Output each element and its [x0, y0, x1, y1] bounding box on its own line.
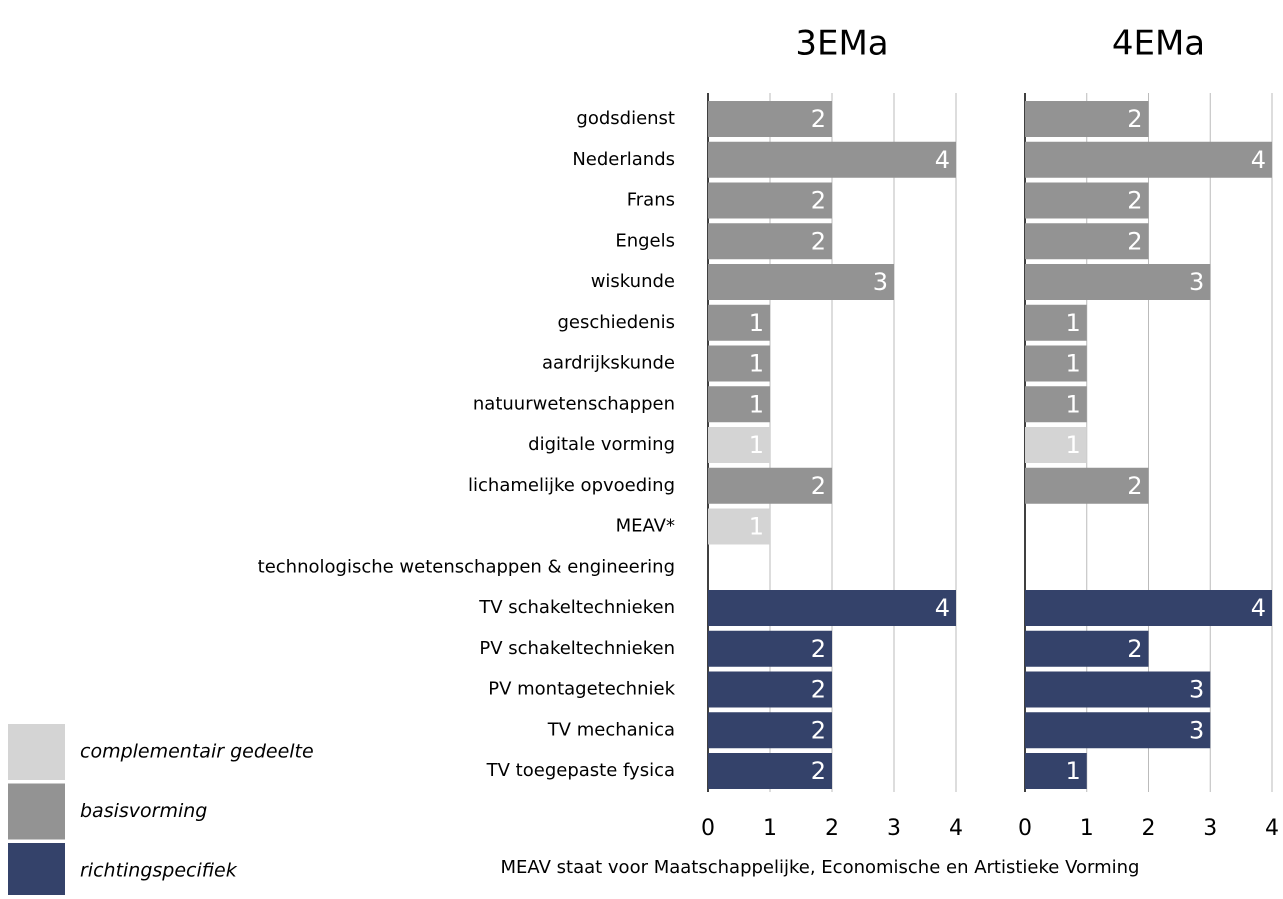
category-label: natuurwetenschappen: [473, 393, 675, 414]
value-label: 2: [1127, 472, 1142, 500]
x-tick-label: 4: [949, 816, 963, 841]
legend-label: basisvorming: [80, 800, 207, 822]
bar: [1025, 182, 1149, 219]
bar: [708, 223, 832, 260]
value-label: 2: [811, 105, 826, 133]
value-label: 2: [811, 716, 826, 744]
value-label: 2: [1127, 227, 1142, 255]
bar: [1025, 386, 1087, 423]
category-label: geschiedenis: [557, 312, 675, 333]
value-label: 4: [1251, 594, 1266, 622]
x-tick-label: 4: [1265, 816, 1279, 841]
legend-swatch: [8, 724, 65, 780]
legend-swatch: [8, 783, 65, 840]
category-label: godsdienst: [576, 108, 675, 129]
value-label: 2: [1127, 105, 1142, 133]
bar: [708, 753, 832, 789]
value-label: 1: [749, 309, 764, 337]
value-label: 1: [749, 513, 764, 541]
x-tick-label: 0: [701, 816, 715, 841]
value-label: 2: [811, 676, 826, 704]
category-label: Frans: [627, 190, 675, 211]
category-label: technologische wetenschappen & engineeri…: [258, 556, 675, 577]
category-label: PV schakeltechnieken: [479, 638, 675, 659]
bar: [708, 590, 956, 626]
bar: [1025, 304, 1087, 341]
bar: [1025, 630, 1149, 667]
bar: [1025, 264, 1211, 300]
category-label: TV toegepaste fysica: [486, 760, 675, 781]
category-label: aardrijkskunde: [542, 353, 675, 374]
bar: [708, 630, 832, 667]
category-label: digitale vorming: [528, 434, 675, 455]
category-label: Nederlands: [572, 149, 675, 170]
bar: [708, 264, 894, 300]
category-label: MEAV*: [616, 516, 675, 537]
x-tick-label: 2: [1142, 816, 1156, 841]
value-label: 4: [1251, 146, 1266, 174]
bar: [708, 671, 832, 708]
bar: [1025, 712, 1211, 749]
bar: [1025, 753, 1087, 789]
bar: [1025, 467, 1149, 504]
category-label: PV montagetechniek: [488, 679, 675, 700]
legend-swatch: [8, 843, 65, 899]
x-tick-label: 3: [887, 816, 901, 841]
value-label: 2: [1127, 635, 1142, 663]
bar: [708, 386, 770, 423]
x-tick-label: 3: [1203, 816, 1217, 841]
value-label: 3: [1189, 676, 1204, 704]
category-label: lichamelijke opvoeding: [468, 475, 675, 496]
panel-title: 3EMa: [795, 24, 888, 64]
category-label: TV mechanica: [547, 719, 675, 740]
bar: [708, 427, 770, 463]
footnote: MEAV staat voor Maatschappelijke, Econom…: [501, 857, 1140, 878]
category-label: Engels: [615, 230, 675, 251]
value-label: 1: [749, 431, 764, 459]
bar: [1025, 101, 1149, 137]
legend-label: richtingspecifiek: [80, 860, 238, 882]
bar: [1025, 427, 1087, 463]
value-label: 2: [811, 472, 826, 500]
category-label: TV schakeltechnieken: [478, 597, 675, 618]
value-label: 3: [1189, 716, 1204, 744]
category-label: wiskunde: [591, 271, 675, 292]
bar: [1025, 223, 1149, 260]
value-label: 3: [1189, 268, 1204, 296]
value-label: 4: [935, 146, 950, 174]
bar: [708, 508, 770, 545]
x-tick-label: 1: [763, 816, 777, 841]
x-tick-label: 0: [1018, 816, 1032, 841]
bar: [708, 467, 832, 504]
value-label: 2: [1127, 187, 1142, 215]
value-label: 1: [1065, 757, 1080, 785]
value-label: 2: [811, 227, 826, 255]
value-label: 2: [811, 187, 826, 215]
bar: [708, 101, 832, 137]
bar: [708, 712, 832, 749]
bar: [708, 304, 770, 341]
panel-title: 4EMa: [1112, 24, 1205, 64]
value-label: 4: [935, 594, 950, 622]
bar: [708, 345, 770, 382]
bar: [1025, 671, 1211, 708]
value-label: 1: [749, 350, 764, 378]
value-label: 1: [1065, 390, 1080, 418]
bar: [1025, 590, 1272, 626]
value-label: 2: [811, 635, 826, 663]
value-label: 1: [1065, 309, 1080, 337]
bar: [1025, 345, 1087, 382]
legend-label: complementair gedeelte: [80, 741, 314, 763]
x-tick-label: 2: [825, 816, 839, 841]
value-label: 3: [873, 268, 888, 296]
x-tick-label: 1: [1080, 816, 1094, 841]
value-label: 2: [811, 757, 826, 785]
bar: [708, 141, 956, 178]
bar: [708, 182, 832, 219]
value-label: 1: [1065, 350, 1080, 378]
value-label: 1: [1065, 431, 1080, 459]
value-label: 1: [749, 390, 764, 418]
bar: [1025, 141, 1272, 178]
